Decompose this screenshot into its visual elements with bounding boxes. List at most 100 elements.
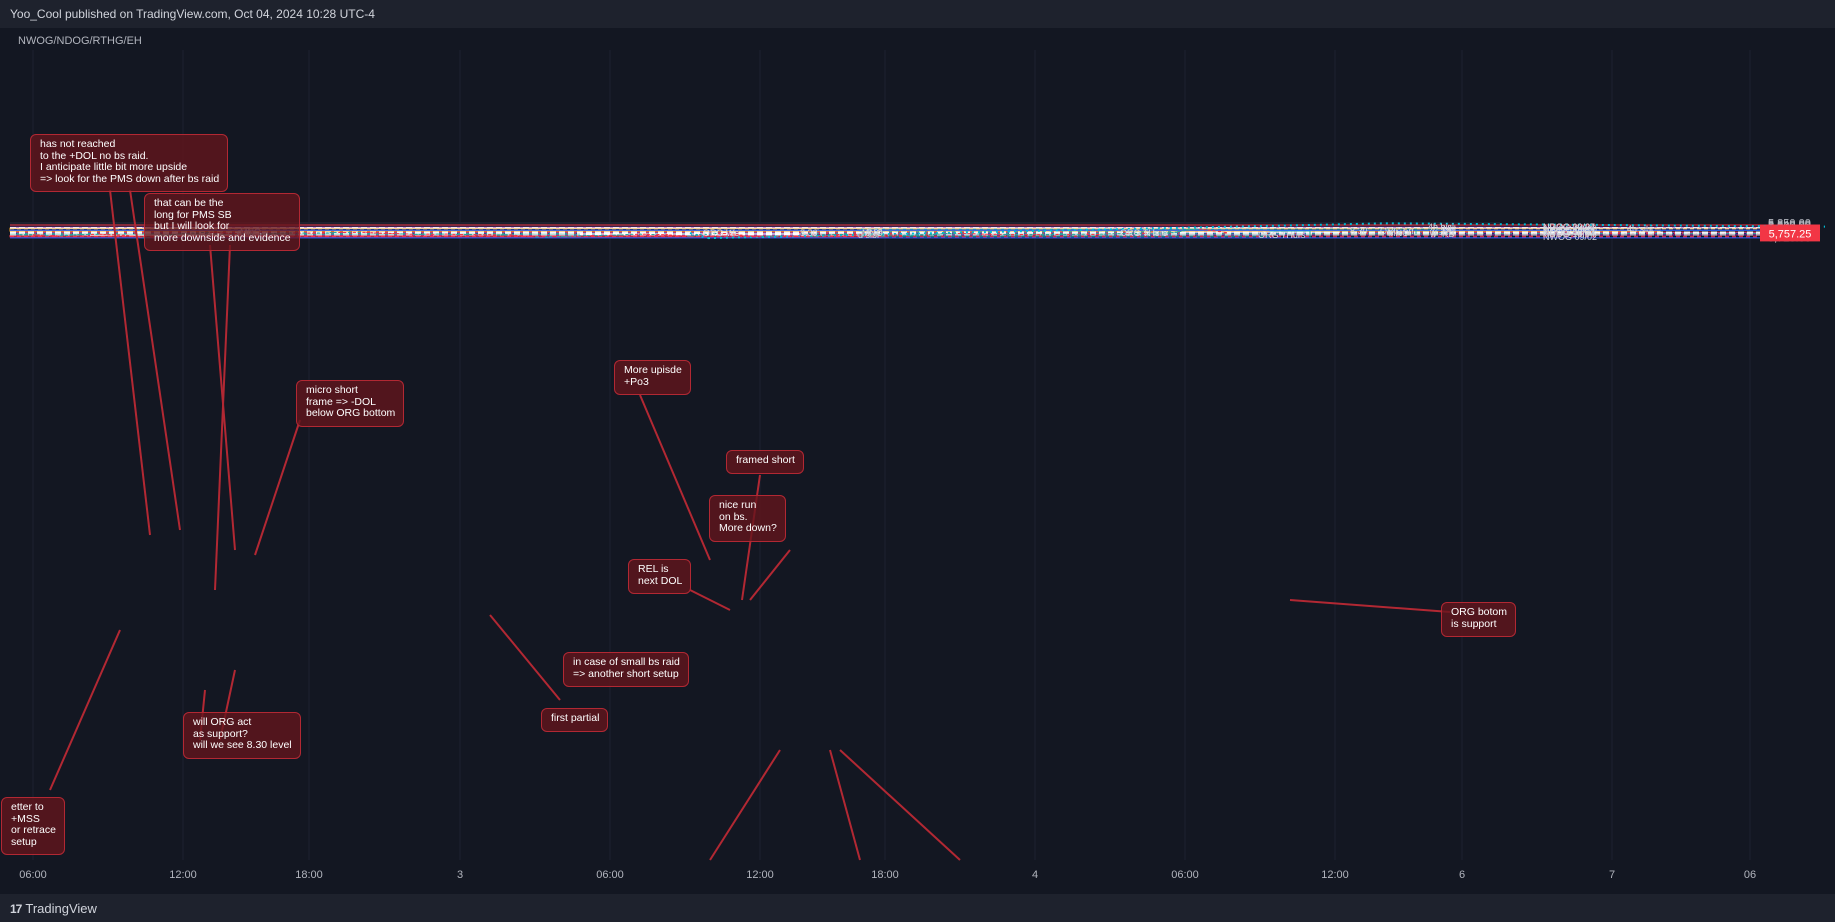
candle-body (586, 235, 590, 237)
candle-body (936, 233, 940, 235)
candle-body (45, 235, 49, 237)
annotation-note: framed short (726, 450, 804, 474)
candle-body (1103, 233, 1108, 235)
candle-body (1003, 234, 1007, 236)
candle-body (338, 231, 342, 233)
candle-body (957, 232, 962, 234)
candle-body (839, 234, 844, 236)
x-tick-label: 12:00 (746, 869, 774, 881)
candle-body (981, 233, 985, 235)
level-label: NDOG 10/04 (1543, 221, 1596, 232)
candle-body (400, 233, 404, 235)
candle-body (414, 233, 418, 235)
price-chart[interactable]: 5,720.005,730.005,740.005,750.005,760.00… (0, 28, 1835, 894)
candle-body (1041, 234, 1045, 236)
candle-body (1081, 233, 1085, 235)
candle-body (1107, 233, 1111, 235)
candle-body (1199, 228, 1203, 230)
candle-body (646, 233, 650, 235)
candle-body (577, 235, 582, 237)
candle-body (775, 235, 779, 237)
candle-body (504, 234, 508, 236)
candle-body (594, 235, 598, 237)
candle-body (526, 236, 530, 238)
candle-body (509, 234, 513, 236)
candle-body (1162, 232, 1166, 234)
candle-body (972, 233, 976, 235)
level-label: NDOG 10/04 (1543, 228, 1596, 239)
candle-body (791, 235, 795, 237)
candle-body (862, 234, 866, 236)
annotation-connector (749, 549, 791, 601)
candle-body (103, 234, 107, 236)
candle-body (321, 232, 325, 234)
org-we-label: ORG We (703, 227, 740, 238)
candle-body (32, 234, 36, 236)
candle-body (488, 234, 492, 236)
level-label: NDOG 10/03 (1543, 225, 1596, 236)
x-tick-label: 12:00 (169, 869, 197, 881)
candle-body (36, 234, 40, 236)
candle-body (99, 233, 103, 235)
annotation-connector (689, 589, 731, 611)
candle-body (329, 232, 333, 234)
candle-body (121, 234, 125, 236)
annotation-note: etter to +MSS or retrace setup (1, 797, 65, 855)
level-label: NDOG 09/27 (1543, 221, 1596, 232)
candle-body (739, 234, 743, 236)
candle-body (1126, 233, 1130, 235)
candle-body (630, 233, 634, 235)
candle-body (564, 235, 568, 237)
candle-body (352, 231, 356, 233)
candle-body (540, 236, 544, 238)
candle-body (492, 234, 497, 236)
candle-body (422, 233, 426, 235)
candle-body (718, 233, 722, 235)
candle-body (813, 235, 818, 237)
candle-body (827, 234, 831, 236)
candle-body (500, 234, 504, 236)
candle-body (677, 235, 681, 237)
last-price-tag (1760, 225, 1820, 242)
mno-label: MNO (1388, 228, 1409, 239)
candle-body (468, 234, 472, 236)
candle-body (727, 233, 731, 235)
candle-body (932, 234, 936, 236)
candle-body (556, 235, 560, 237)
candle-body (713, 233, 717, 235)
candle-body (431, 233, 435, 235)
x-tick-label: 06:00 (596, 869, 624, 881)
footer-bar: 17 TradingView (0, 894, 1835, 922)
830-label: 8.30 (800, 228, 818, 239)
candle-body (19, 234, 23, 236)
annotation-connector (709, 749, 781, 861)
candle-body (426, 233, 430, 235)
candle-body (1007, 234, 1011, 236)
candle-body (642, 233, 646, 235)
candle-body (545, 236, 549, 238)
candle-body (940, 233, 944, 235)
annotation-note: will ORG act as support? will we see 8.3… (183, 712, 301, 759)
candle-body (519, 235, 523, 237)
candle-body (783, 235, 788, 237)
candle-body (651, 234, 655, 236)
candle-body (661, 234, 665, 236)
candle-body (333, 231, 337, 233)
annotation-note: that can be the long for PMS SB but I wi… (144, 193, 300, 251)
candle-body (448, 233, 452, 235)
candle-body (948, 232, 952, 234)
candle-body (656, 234, 660, 236)
candle-body (1138, 232, 1142, 234)
annotation-note: More upisde +Po3 (614, 360, 691, 395)
candle-body (1143, 232, 1147, 234)
candle-body (984, 233, 989, 235)
x-tick-label: 12:00 (1321, 869, 1349, 881)
annotation-connector (214, 244, 231, 591)
candle-body (366, 231, 370, 233)
candle-body (898, 234, 903, 236)
candle-body (1117, 233, 1121, 235)
candle-body (735, 234, 739, 236)
candle-body (73, 234, 77, 236)
candle-body (1122, 233, 1126, 235)
candle-body (573, 235, 577, 237)
